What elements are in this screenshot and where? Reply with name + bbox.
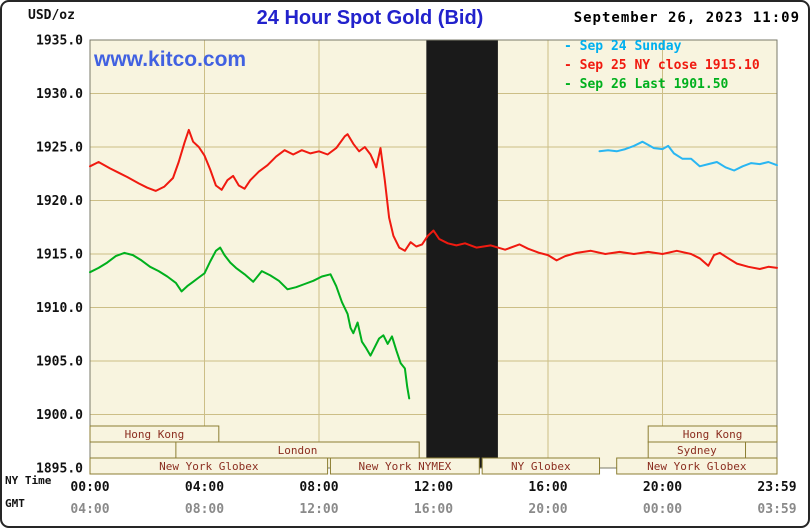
- x-tick-gmt: 20:00: [528, 502, 567, 517]
- ny-time-axis-label: NY Time: [5, 474, 52, 487]
- session-label: London: [278, 444, 318, 457]
- series-line-sep-24-sunday: [598, 140, 778, 172]
- chart-title: 24 Hour Spot Gold (Bid): [256, 7, 484, 29]
- x-tick-gmt: 08:00: [185, 502, 224, 517]
- session-label: New York Globex: [159, 460, 259, 473]
- legend-item: - Sep 25 NY close 1915.10: [564, 58, 760, 73]
- y-tick-label: 1910.0: [36, 301, 83, 316]
- x-tick-gmt: 04:00: [70, 502, 109, 517]
- x-tick-ny: 20:00: [643, 480, 682, 495]
- x-tick-ny: 00:00: [70, 480, 109, 495]
- session-label: New York NYMEX: [359, 460, 452, 473]
- y-tick-label: 1920.0: [36, 194, 83, 209]
- x-tick-ny: 04:00: [185, 480, 224, 495]
- series-line-sep-26-last: [89, 246, 411, 400]
- y-tick-label: 1905.0: [36, 355, 83, 370]
- x-tick-gmt: 12:00: [299, 502, 338, 517]
- y-tick-label: 1915.0: [36, 248, 83, 263]
- x-tick-gmt: 03:59: [757, 502, 796, 517]
- gmt-axis-label: GMT: [5, 497, 25, 510]
- session-label: Hong Kong: [125, 428, 185, 441]
- x-tick-ny: 16:00: [528, 480, 567, 495]
- session-label: Hong Kong: [683, 428, 743, 441]
- session-box: [616, 457, 778, 475]
- x-tick-gmt: 00:00: [643, 502, 682, 517]
- chart-datetime: September 26, 2023 11:09: [573, 10, 800, 26]
- y-tick-label: 1925.0: [36, 141, 83, 156]
- x-tick-gmt: 16:00: [414, 502, 453, 517]
- session-box: [89, 457, 329, 475]
- y-tick-label: 1930.0: [36, 87, 83, 102]
- x-tick-ny: 23:59: [757, 480, 796, 495]
- session-label: Sydney: [677, 444, 717, 457]
- market-closed-band: [426, 40, 498, 468]
- y-tick-label: 1935.0: [36, 34, 83, 49]
- session-box: [481, 457, 601, 475]
- session-label: New York Globex: [647, 460, 747, 473]
- y-tick-label: 1895.0: [36, 462, 83, 477]
- legend: - Sep 24 Sunday - Sep 25 NY close 1915.10…: [564, 37, 760, 94]
- session-box: [329, 457, 480, 475]
- series-line-sep-25-ny-close: [89, 128, 778, 270]
- session-label: NY Globex: [511, 460, 571, 473]
- x-tick-ny: 12:00: [414, 480, 453, 495]
- unit-label: USD/oz: [28, 8, 75, 23]
- kitco-watermark[interactable]: www.kitco.com: [94, 48, 247, 71]
- legend-item: - Sep 24 Sunday: [564, 39, 682, 54]
- session-box: [89, 425, 220, 443]
- legend-item: - Sep 26 Last 1901.50: [564, 77, 729, 92]
- x-tick-ny: 08:00: [299, 480, 338, 495]
- y-tick-label: 1900.0: [36, 408, 83, 423]
